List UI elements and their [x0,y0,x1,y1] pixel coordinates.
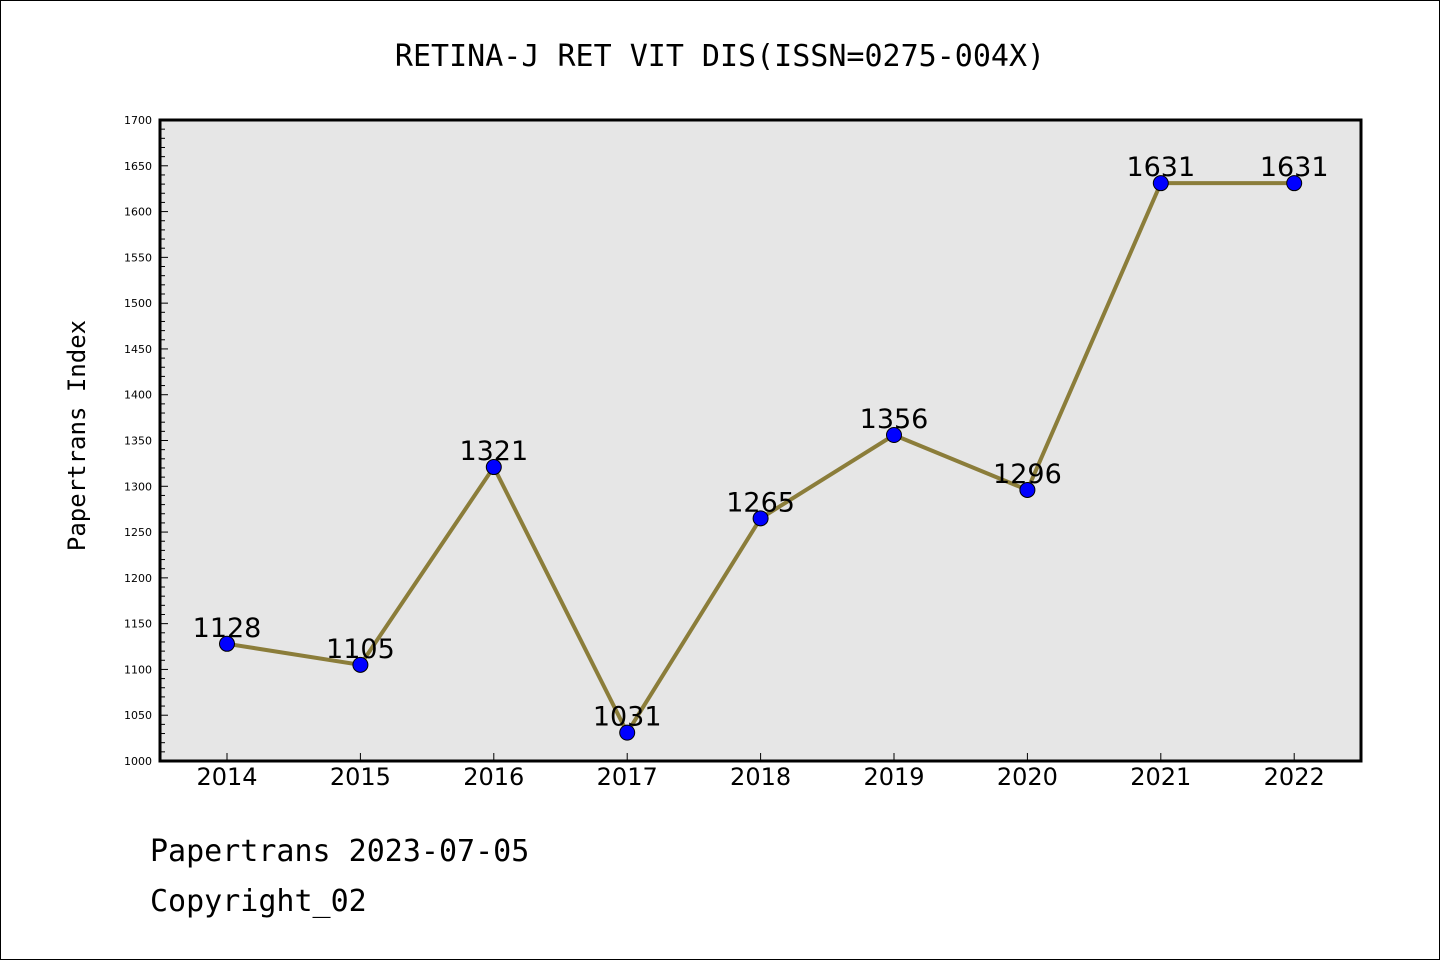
y-tick-label: 1150 [124,618,152,631]
data-point [1152,175,1169,192]
data-point [886,427,902,444]
x-tick-label: 2020 [997,763,1058,791]
data-label: 1105 [326,634,395,665]
y-tick-label: 1000 [124,755,152,768]
y-tick-label: 1550 [124,251,152,264]
y-axis: 1000 1050 1100 1150 1200 1250 1300 1350 1400 1450… [124,114,168,768]
x-tick-label: 2021 [1130,763,1191,791]
y-tick-label: 1100 [124,663,152,676]
data-labels: 1128 1105 1321 1031 1265 1356 1296 1631 1631 [193,152,1329,732]
y-tick-label: 1500 [124,297,152,310]
data-label: 1321 [459,436,528,467]
data-label: 1631 [1126,152,1195,183]
x-tick-label: 2014 [196,763,257,791]
data-point [219,635,235,652]
y-tick-label: 1650 [124,160,152,173]
y-tick-label: 1050 [124,709,152,722]
plot-border [158,118,1363,763]
y-tick-label: 1400 [124,389,152,402]
data-label: 1128 [193,613,262,644]
chart-title: RETINA-J RET VIT DIS(ISSN=0275-004X) [395,39,1045,74]
y-tick-label: 1300 [124,480,152,493]
x-tick-label: 2016 [463,763,524,791]
x-tick-label: 2015 [330,763,391,791]
series-line [219,175,1303,741]
y-tick-label: 1700 [124,114,152,127]
footer-copyright: Copyright_02 [150,884,367,919]
data-point [485,459,502,476]
data-label: 1356 [860,404,929,435]
y-tick-label: 1350 [124,435,152,448]
data-point [619,724,636,741]
data-point [352,656,369,673]
data-label: 1031 [593,702,662,733]
data-label: 1631 [1260,152,1329,183]
x-tick-label: 2018 [730,763,791,791]
data-label: 1265 [726,487,795,518]
y-tick-label: 1450 [124,343,152,356]
plot-area [160,120,1361,761]
x-tick-label: 2019 [863,763,924,791]
y-axis-label: Papertrans Index [63,320,91,551]
y-tick-label: 1600 [124,206,152,219]
x-axis: 2014 2015 2016 2017 2018 2019 2020 2021 2022 [196,753,1325,791]
y-tick-label: 1250 [124,526,152,539]
x-tick-label: 2017 [597,763,658,791]
y-tick-label: 1200 [124,572,152,585]
data-point [752,510,769,527]
data-point [1286,175,1303,192]
footer-date: Papertrans 2023-07-05 [150,834,530,869]
x-tick-label: 2022 [1264,763,1325,791]
data-point [1019,481,1036,498]
data-label: 1296 [993,459,1062,490]
